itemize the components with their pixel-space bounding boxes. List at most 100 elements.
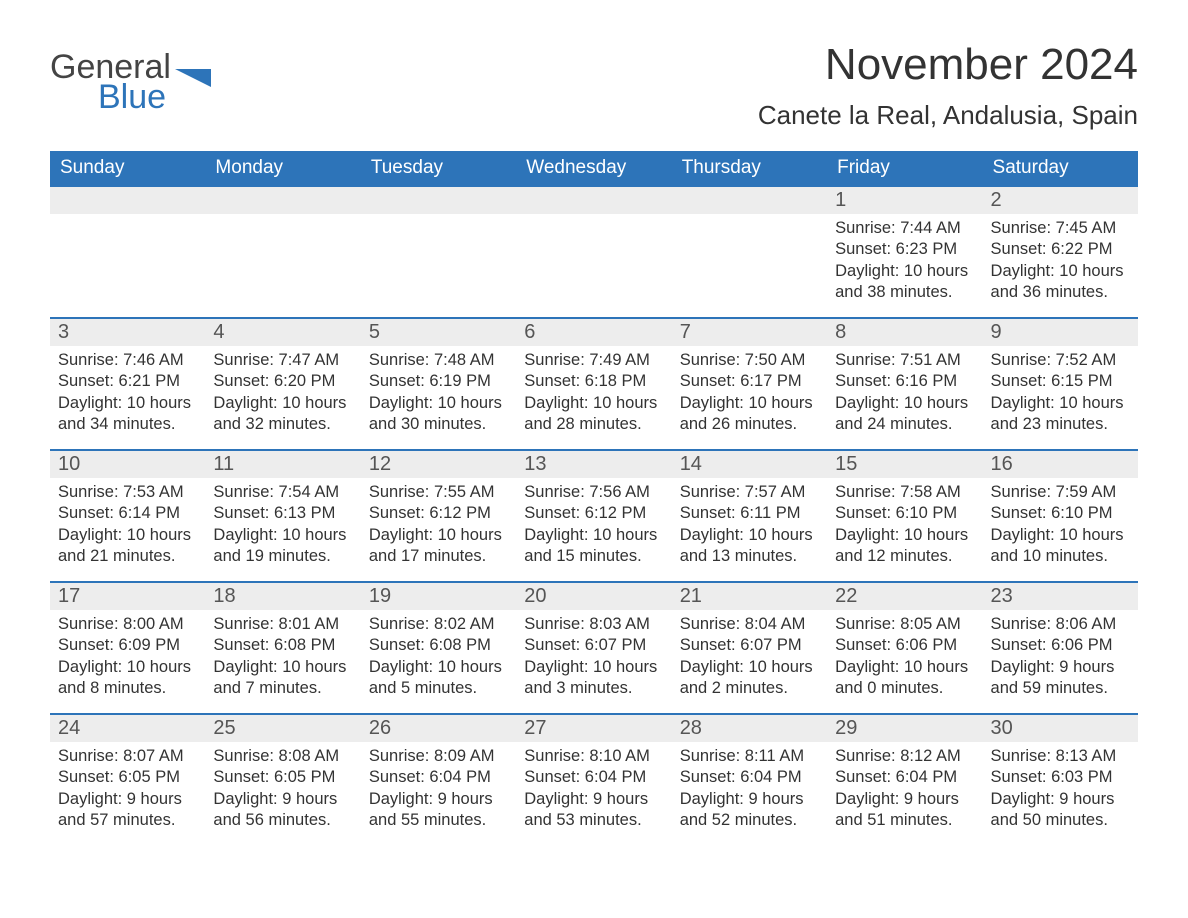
sunrise-text: Sunrise: 7:57 AM [680, 482, 819, 503]
sunrise-text: Sunrise: 7:49 AM [524, 350, 663, 371]
sunset-text: Sunset: 6:11 PM [680, 503, 819, 524]
day-details: Sunrise: 7:53 AMSunset: 6:14 PMDaylight:… [50, 478, 205, 578]
calendar-cell: 1Sunrise: 7:44 AMSunset: 6:23 PMDaylight… [827, 185, 982, 317]
daylight-text: Daylight: 9 hours and 59 minutes. [991, 657, 1130, 700]
day-details: Sunrise: 7:52 AMSunset: 6:15 PMDaylight:… [983, 346, 1138, 446]
day-number: 25 [205, 713, 360, 742]
daylight-text: Daylight: 10 hours and 21 minutes. [58, 525, 197, 568]
day-number: 27 [516, 713, 671, 742]
day-details: Sunrise: 8:12 AMSunset: 6:04 PMDaylight:… [827, 742, 982, 842]
sunset-text: Sunset: 6:23 PM [835, 239, 974, 260]
daylight-text: Daylight: 10 hours and 23 minutes. [991, 393, 1130, 436]
day-details: Sunrise: 7:46 AMSunset: 6:21 PMDaylight:… [50, 346, 205, 446]
daylight-text: Daylight: 9 hours and 55 minutes. [369, 789, 508, 832]
calendar-cell: 4Sunrise: 7:47 AMSunset: 6:20 PMDaylight… [205, 317, 360, 449]
day-number: 13 [516, 449, 671, 478]
sunset-text: Sunset: 6:19 PM [369, 371, 508, 392]
sunset-text: Sunset: 6:21 PM [58, 371, 197, 392]
day-details: Sunrise: 8:13 AMSunset: 6:03 PMDaylight:… [983, 742, 1138, 842]
sunrise-text: Sunrise: 8:12 AM [835, 746, 974, 767]
day-number: 4 [205, 317, 360, 346]
day-number: 3 [50, 317, 205, 346]
day-number: 11 [205, 449, 360, 478]
sunrise-text: Sunrise: 8:08 AM [213, 746, 352, 767]
daylight-text: Daylight: 10 hours and 32 minutes. [213, 393, 352, 436]
sunrise-text: Sunrise: 7:59 AM [991, 482, 1130, 503]
sunrise-text: Sunrise: 8:06 AM [991, 614, 1130, 635]
sunrise-text: Sunrise: 8:02 AM [369, 614, 508, 635]
daylight-text: Daylight: 10 hours and 13 minutes. [680, 525, 819, 568]
title-block: November 2024 Canete la Real, Andalusia,… [758, 40, 1138, 145]
calendar-cell: 7Sunrise: 7:50 AMSunset: 6:17 PMDaylight… [672, 317, 827, 449]
sunset-text: Sunset: 6:07 PM [524, 635, 663, 656]
calendar-cell: 10Sunrise: 7:53 AMSunset: 6:14 PMDayligh… [50, 449, 205, 581]
sunrise-text: Sunrise: 8:13 AM [991, 746, 1130, 767]
daylight-text: Daylight: 9 hours and 50 minutes. [991, 789, 1130, 832]
calendar-cell-empty [516, 185, 671, 317]
calendar-week-row: 3Sunrise: 7:46 AMSunset: 6:21 PMDaylight… [50, 317, 1138, 449]
sunrise-text: Sunrise: 8:01 AM [213, 614, 352, 635]
day-details: Sunrise: 8:00 AMSunset: 6:09 PMDaylight:… [50, 610, 205, 710]
calendar-week-row: 17Sunrise: 8:00 AMSunset: 6:09 PMDayligh… [50, 581, 1138, 713]
day-number: 9 [983, 317, 1138, 346]
daylight-text: Daylight: 10 hours and 3 minutes. [524, 657, 663, 700]
day-number-row-empty [672, 185, 827, 214]
sunset-text: Sunset: 6:12 PM [369, 503, 508, 524]
day-number-row-empty [205, 185, 360, 214]
sunset-text: Sunset: 6:03 PM [991, 767, 1130, 788]
sunrise-text: Sunrise: 8:07 AM [58, 746, 197, 767]
day-number: 15 [827, 449, 982, 478]
calendar-week-row: 10Sunrise: 7:53 AMSunset: 6:14 PMDayligh… [50, 449, 1138, 581]
daylight-text: Daylight: 10 hours and 34 minutes. [58, 393, 197, 436]
sunset-text: Sunset: 6:17 PM [680, 371, 819, 392]
day-details: Sunrise: 8:07 AMSunset: 6:05 PMDaylight:… [50, 742, 205, 842]
calendar-cell: 29Sunrise: 8:12 AMSunset: 6:04 PMDayligh… [827, 713, 982, 845]
calendar-cell: 2Sunrise: 7:45 AMSunset: 6:22 PMDaylight… [983, 185, 1138, 317]
calendar-cell: 26Sunrise: 8:09 AMSunset: 6:04 PMDayligh… [361, 713, 516, 845]
calendar-cell: 22Sunrise: 8:05 AMSunset: 6:06 PMDayligh… [827, 581, 982, 713]
day-details: Sunrise: 8:05 AMSunset: 6:06 PMDaylight:… [827, 610, 982, 710]
sunset-text: Sunset: 6:15 PM [991, 371, 1130, 392]
calendar-cell-empty [361, 185, 516, 317]
daylight-text: Daylight: 9 hours and 56 minutes. [213, 789, 352, 832]
sunrise-text: Sunrise: 8:11 AM [680, 746, 819, 767]
sunrise-text: Sunrise: 7:55 AM [369, 482, 508, 503]
sunrise-text: Sunrise: 8:09 AM [369, 746, 508, 767]
calendar-week-row: 1Sunrise: 7:44 AMSunset: 6:23 PMDaylight… [50, 185, 1138, 317]
day-details: Sunrise: 7:56 AMSunset: 6:12 PMDaylight:… [516, 478, 671, 578]
day-number-row-empty [516, 185, 671, 214]
daylight-text: Daylight: 9 hours and 52 minutes. [680, 789, 819, 832]
calendar-cell: 13Sunrise: 7:56 AMSunset: 6:12 PMDayligh… [516, 449, 671, 581]
day-number: 6 [516, 317, 671, 346]
sunset-text: Sunset: 6:04 PM [835, 767, 974, 788]
daylight-text: Daylight: 9 hours and 53 minutes. [524, 789, 663, 832]
sunrise-text: Sunrise: 7:54 AM [213, 482, 352, 503]
day-details: Sunrise: 8:11 AMSunset: 6:04 PMDaylight:… [672, 742, 827, 842]
day-number: 23 [983, 581, 1138, 610]
sunrise-text: Sunrise: 7:46 AM [58, 350, 197, 371]
sunset-text: Sunset: 6:08 PM [369, 635, 508, 656]
daylight-text: Daylight: 10 hours and 26 minutes. [680, 393, 819, 436]
weekday-header: Tuesday [361, 151, 516, 185]
sunrise-text: Sunrise: 8:04 AM [680, 614, 819, 635]
weekday-header: Monday [205, 151, 360, 185]
sunset-text: Sunset: 6:04 PM [524, 767, 663, 788]
daylight-text: Daylight: 10 hours and 0 minutes. [835, 657, 974, 700]
day-number: 24 [50, 713, 205, 742]
sunrise-text: Sunrise: 7:53 AM [58, 482, 197, 503]
daylight-text: Daylight: 10 hours and 24 minutes. [835, 393, 974, 436]
sunset-text: Sunset: 6:05 PM [58, 767, 197, 788]
sunset-text: Sunset: 6:14 PM [58, 503, 197, 524]
day-number: 28 [672, 713, 827, 742]
day-details: Sunrise: 7:55 AMSunset: 6:12 PMDaylight:… [361, 478, 516, 578]
day-number-row-empty [50, 185, 205, 214]
calendar-cell: 9Sunrise: 7:52 AMSunset: 6:15 PMDaylight… [983, 317, 1138, 449]
brand-triangle-icon [173, 67, 213, 97]
sunset-text: Sunset: 6:05 PM [213, 767, 352, 788]
day-number: 18 [205, 581, 360, 610]
day-number: 7 [672, 317, 827, 346]
daylight-text: Daylight: 10 hours and 7 minutes. [213, 657, 352, 700]
day-details: Sunrise: 8:04 AMSunset: 6:07 PMDaylight:… [672, 610, 827, 710]
calendar-cell-empty [50, 185, 205, 317]
calendar-cell: 11Sunrise: 7:54 AMSunset: 6:13 PMDayligh… [205, 449, 360, 581]
